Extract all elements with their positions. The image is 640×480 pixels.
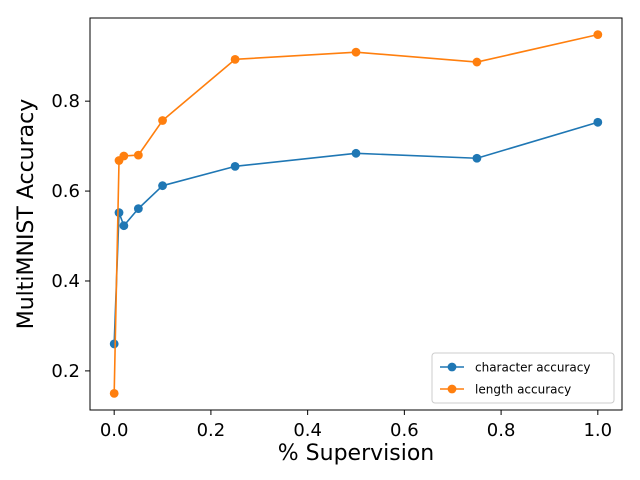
series-layer bbox=[109, 30, 603, 398]
data-point bbox=[230, 54, 240, 64]
data-point bbox=[114, 208, 124, 218]
x-tick-label: 0.8 bbox=[487, 420, 516, 441]
data-point bbox=[472, 57, 482, 67]
legend-label: length accuracy bbox=[475, 383, 571, 397]
x-tick-label: 0.0 bbox=[100, 420, 129, 441]
x-axis-ticks: 0.0 0.2 0.4 0.6 0.8 1.0 bbox=[100, 410, 612, 441]
x-axis-label: % Supervision bbox=[278, 441, 434, 466]
data-point bbox=[158, 181, 167, 191]
data-point bbox=[133, 204, 143, 214]
legend-marker bbox=[447, 384, 457, 394]
data-point bbox=[472, 153, 482, 163]
x-tick-label: 0.4 bbox=[293, 420, 322, 441]
y-tick-label: 0.8 bbox=[51, 91, 80, 112]
data-point bbox=[351, 148, 361, 158]
data-point bbox=[109, 339, 119, 349]
x-tick-label: 1.0 bbox=[583, 420, 612, 441]
legend-label: character accuracy bbox=[475, 361, 590, 375]
data-point bbox=[351, 47, 361, 57]
y-tick-label: 0.2 bbox=[51, 361, 80, 382]
legend-box bbox=[431, 352, 615, 404]
data-point bbox=[230, 161, 240, 171]
data-point bbox=[109, 388, 119, 398]
data-point bbox=[119, 151, 129, 161]
y-axis-label: MultiMNIST Accuracy bbox=[14, 99, 39, 330]
data-point bbox=[133, 150, 143, 160]
y-axis-ticks: 0.2 0.4 0.6 0.8 bbox=[51, 91, 90, 382]
data-point bbox=[593, 117, 603, 127]
x-tick-label: 0.2 bbox=[197, 420, 226, 441]
legend-marker bbox=[447, 362, 457, 372]
data-point bbox=[593, 30, 603, 40]
x-tick-label: 0.6 bbox=[390, 420, 419, 441]
y-tick-label: 0.6 bbox=[51, 181, 80, 202]
y-tick-label: 0.4 bbox=[51, 271, 80, 292]
legend: character accuracy length accuracy bbox=[431, 352, 615, 404]
data-point bbox=[158, 116, 167, 125]
axes-frame bbox=[89, 17, 623, 411]
data-point bbox=[119, 221, 129, 231]
